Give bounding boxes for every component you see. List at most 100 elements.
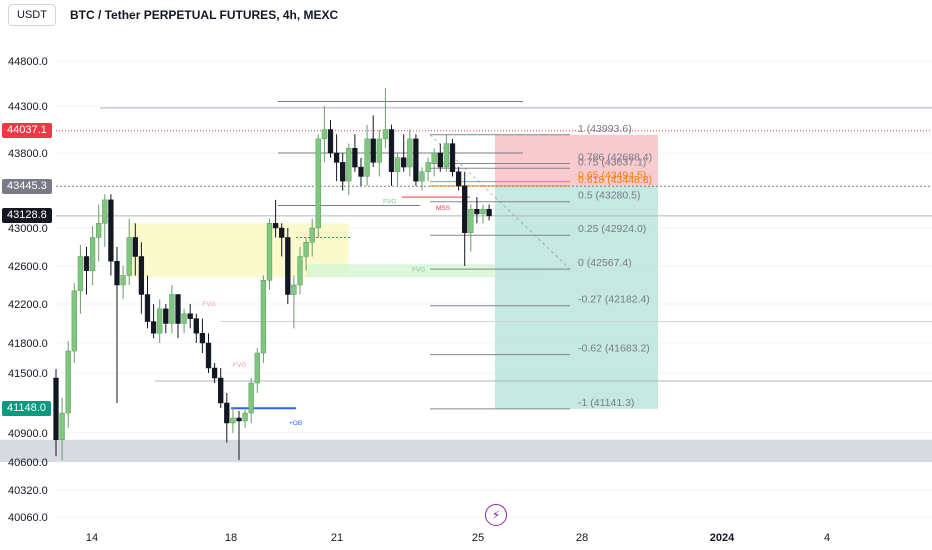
price-axis-tick: 43000.0	[8, 223, 48, 235]
candle[interactable]	[291, 275, 297, 329]
candle[interactable]	[108, 194, 114, 276]
candle[interactable]	[138, 242, 145, 314]
fib-level-label: 0.25 (42924.0)	[578, 223, 646, 235]
candle[interactable]	[132, 223, 138, 276]
candle[interactable]	[449, 138, 456, 177]
candle[interactable]	[437, 143, 443, 172]
candle[interactable]	[303, 237, 309, 271]
candle[interactable]	[272, 199, 279, 238]
candle[interactable]	[77, 245, 84, 314]
candle[interactable]	[285, 228, 291, 304]
candle[interactable]	[315, 134, 321, 238]
candle[interactable]	[388, 124, 395, 186]
candle[interactable]	[218, 368, 224, 408]
candle[interactable]	[474, 197, 480, 224]
candle[interactable]	[333, 134, 340, 182]
symbol-selector[interactable]: USDT	[8, 4, 56, 26]
candle[interactable]	[157, 299, 163, 343]
candle[interactable]	[455, 167, 462, 191]
candle[interactable]	[242, 408, 248, 428]
candle[interactable]	[327, 120, 334, 158]
candle[interactable]	[260, 275, 267, 364]
candle[interactable]	[425, 157, 431, 182]
candle[interactable]	[462, 171, 468, 266]
candle[interactable]	[53, 369, 59, 457]
candle[interactable]	[279, 223, 285, 257]
candle[interactable]	[181, 308, 187, 334]
candle[interactable]	[394, 153, 401, 186]
candle[interactable]	[486, 204, 492, 221]
fib-level-label: -1 (41141.3)	[578, 397, 634, 409]
candle[interactable]	[211, 363, 218, 383]
candle[interactable]	[175, 294, 181, 339]
candle[interactable]	[370, 115, 376, 168]
candle[interactable]	[71, 283, 77, 363]
candle[interactable]	[193, 313, 199, 343]
candle[interactable]	[59, 398, 65, 461]
candle[interactable]	[169, 285, 175, 334]
candle[interactable]	[187, 304, 193, 329]
fib-level-label: -0.27 (42182.4)	[578, 294, 650, 306]
candle[interactable]	[309, 218, 315, 257]
candle[interactable]	[346, 143, 352, 196]
candle[interactable]	[230, 408, 236, 433]
fvg-label: FVG	[383, 199, 396, 206]
candle[interactable]	[480, 204, 486, 224]
candle-body	[413, 138, 419, 182]
candle-body	[83, 256, 90, 271]
candle[interactable]	[199, 318, 206, 353]
candle-body	[443, 143, 450, 168]
candle[interactable]	[126, 218, 132, 285]
candle-body	[175, 294, 181, 324]
candle[interactable]	[163, 304, 169, 334]
candle-body	[181, 313, 187, 324]
candle[interactable]	[248, 378, 254, 423]
candle[interactable]	[89, 226, 96, 285]
candle[interactable]	[254, 348, 260, 393]
price-badge: 44037.1	[2, 123, 52, 139]
candle[interactable]	[321, 106, 328, 163]
candle[interactable]	[65, 341, 71, 428]
candle[interactable]	[413, 134, 419, 186]
candle[interactable]	[419, 167, 425, 191]
candle[interactable]	[150, 304, 157, 339]
candle[interactable]	[443, 134, 450, 172]
candle[interactable]	[83, 247, 90, 295]
candle-body	[437, 152, 443, 168]
candle[interactable]	[144, 275, 151, 329]
candle[interactable]	[382, 88, 389, 149]
candle-body	[431, 152, 437, 163]
candle[interactable]	[205, 333, 212, 373]
candle[interactable]	[236, 411, 242, 461]
candle[interactable]	[468, 204, 474, 252]
candle-body	[96, 223, 102, 238]
candle[interactable]	[352, 134, 358, 172]
candle-body	[230, 417, 236, 424]
candle[interactable]	[102, 194, 108, 247]
fib-level-label: 0.786 (42688.4)	[578, 151, 652, 163]
candle-body	[254, 352, 260, 384]
stop-loss-zone	[495, 134, 658, 186]
lightning-icon-button[interactable]: ⚡	[485, 504, 507, 526]
fib-level-label: 0 (42567.4)	[578, 257, 632, 269]
price-badge: 43128.8	[2, 208, 52, 224]
candle[interactable]	[376, 129, 382, 177]
candle[interactable]	[401, 134, 407, 172]
candle-body	[382, 129, 389, 140]
candle[interactable]	[114, 247, 120, 403]
candle[interactable]	[224, 393, 230, 443]
candle-body	[462, 185, 468, 233]
candle[interactable]	[431, 148, 437, 177]
candle[interactable]	[358, 157, 364, 186]
candle[interactable]	[407, 129, 413, 177]
candle[interactable]	[364, 124, 370, 186]
candle-body	[321, 129, 328, 140]
candle[interactable]	[297, 247, 303, 295]
price-axis-tick: 40060.0	[8, 512, 48, 524]
candle[interactable]	[266, 218, 273, 290]
price-axis-tick: 44800.0	[8, 56, 48, 68]
candle[interactable]	[340, 153, 346, 191]
candle[interactable]	[120, 266, 126, 300]
candle[interactable]	[96, 204, 102, 262]
